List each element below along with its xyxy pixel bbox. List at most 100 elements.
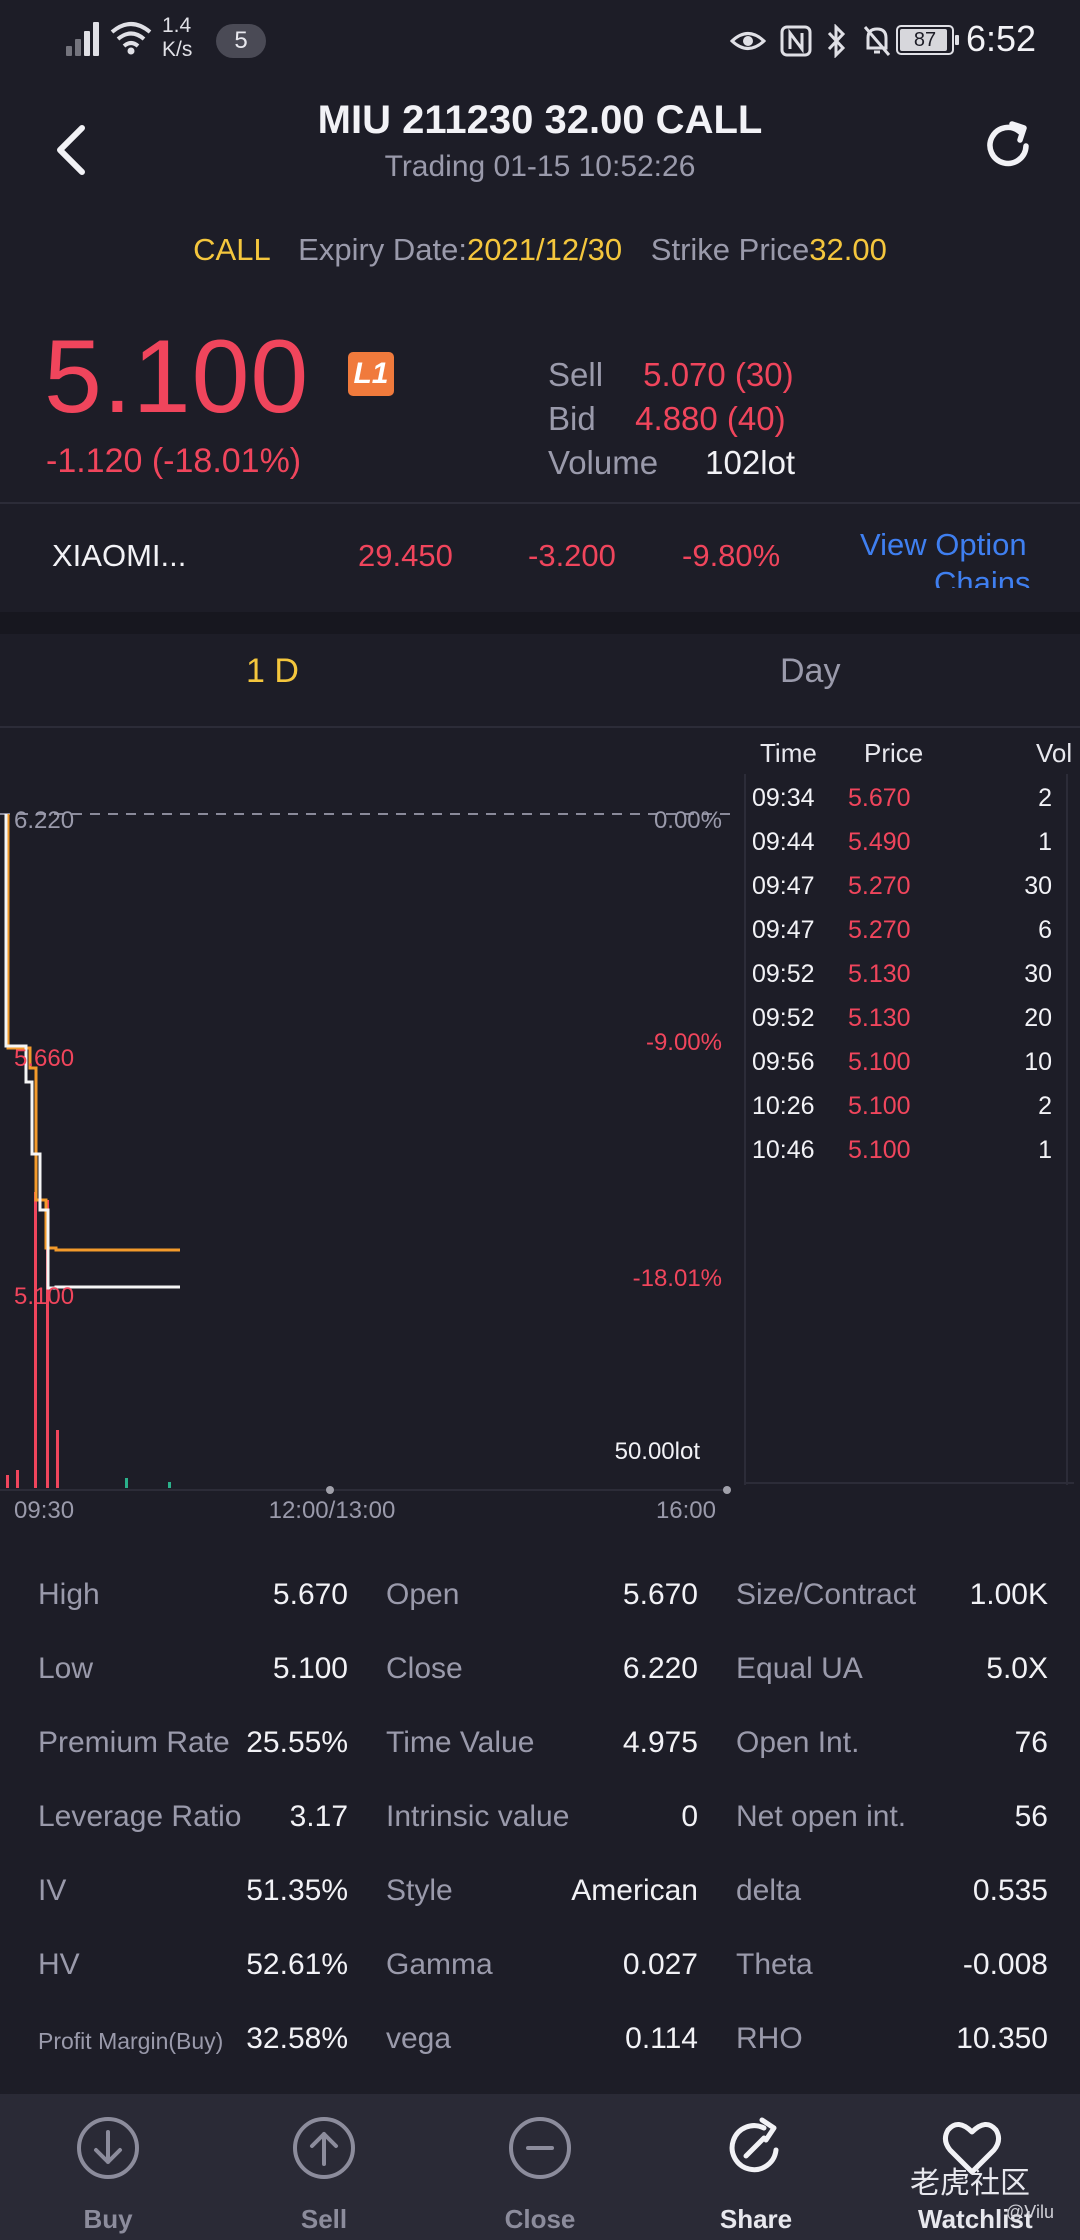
underlying-change: -3.200 — [528, 538, 616, 573]
system-icons — [730, 22, 892, 60]
stat-value: 5.0X — [986, 1652, 1048, 1685]
price-level-label: 5.100 — [14, 1283, 74, 1310]
stat-value: 5.670 — [272, 1578, 348, 1611]
stat-value: 3.17 — [289, 1800, 348, 1833]
tick-volume: 20 — [1024, 1004, 1052, 1032]
intraday-chart[interactable]: 6.220 5.660 5.100 0.00% -9.00% -18.01% 5… — [0, 730, 740, 1520]
share-icon — [729, 2117, 779, 2173]
stat-value: 1.00K — [969, 1578, 1048, 1611]
tick-price: 5.490 — [848, 828, 911, 856]
stat-item: Open 5.670 — [386, 1578, 698, 1618]
trade-tick-row: 10:46 5.100 1 — [744, 1136, 1074, 1180]
heart-icon — [942, 2122, 1002, 2175]
section-separator — [0, 612, 1080, 634]
tick-price: 5.130 — [848, 960, 911, 988]
status-bar: 1.4 K/s 5 87 6:52 — [0, 0, 1080, 80]
stat-label: High — [38, 1578, 100, 1611]
stat-label: Time Value — [386, 1726, 535, 1759]
volume-quote: Volume 102lot — [548, 444, 795, 482]
volume-bar — [16, 1470, 19, 1488]
ticks-header-price: Price — [864, 738, 924, 768]
price-change: -1.120 (-18.01%) — [46, 442, 302, 480]
last-price: 5.100 — [44, 319, 310, 435]
stat-value: 0 — [681, 1800, 698, 1833]
buy-button[interactable]: Buy — [28, 2094, 188, 2240]
stat-value: 6.220 — [622, 1652, 698, 1685]
divider — [0, 502, 1080, 504]
price-line — [4, 814, 180, 1290]
stat-item: IV 51.35% — [38, 1874, 348, 1914]
underlying-name: XIAOMI... — [52, 538, 187, 573]
bottom-nav: Buy Sell Close Share Watchlist — [0, 2094, 1080, 2240]
tick-volume: 1 — [1038, 828, 1052, 856]
stat-label: Gamma — [386, 1948, 493, 1981]
volume-scale-label: 50.00lot — [615, 1438, 701, 1465]
stat-item: Premium Rate 25.55% — [38, 1726, 348, 1766]
underlying-row[interactable]: XIAOMI... 29.450 -3.200 -9.80% View Opti… — [0, 504, 1080, 614]
underlying-price: 29.450 — [358, 538, 453, 573]
tick-price: 5.130 — [848, 1004, 911, 1032]
stat-label: Open Int. — [736, 1726, 860, 1759]
bluetooth-icon — [827, 24, 846, 58]
close-position-button[interactable]: Close — [460, 2094, 620, 2240]
tick-time: 09:56 — [752, 1048, 815, 1076]
stat-item: delta 0.535 — [736, 1874, 1048, 1914]
pct-level-label: -18.01% — [633, 1265, 722, 1292]
view-option-chains-link[interactable]: View Option Chains — [860, 527, 1031, 588]
tick-time: 09:44 — [752, 828, 815, 856]
tick-time: 09:52 — [752, 1004, 815, 1032]
watchlist-button[interactable]: Watchlist — [892, 2094, 1052, 2240]
sell-value: 5.070 (30) — [643, 356, 794, 393]
sell-button[interactable]: Sell — [244, 2094, 404, 2240]
price-level-label: 5.660 — [14, 1045, 74, 1072]
trade-tick-row: 09:44 5.490 1 — [744, 828, 1074, 872]
tick-time: 09:47 — [752, 916, 815, 944]
stat-label: Equal UA — [736, 1652, 863, 1685]
stat-value: 5.670 — [622, 1578, 698, 1611]
tick-price: 5.270 — [848, 872, 911, 900]
stat-label: Low — [38, 1652, 94, 1685]
sell-quote: Sell 5.070 (30) — [548, 356, 794, 394]
contract-info: CALL Expiry Date:2021/12/30 Strike Price… — [0, 232, 1080, 268]
stat-value: 10.350 — [956, 2022, 1048, 2055]
bid-value: 4.880 (40) — [635, 400, 786, 437]
tab-1d[interactable]: 1 D — [246, 652, 299, 690]
refresh-icon[interactable] — [980, 118, 1036, 174]
stat-label: Size/Contract — [736, 1578, 917, 1611]
volume-bar — [168, 1482, 171, 1488]
bid-label: Bid — [548, 400, 596, 437]
divider — [0, 726, 1080, 728]
volume-bar — [34, 1192, 37, 1488]
stat-label: Intrinsic value — [386, 1800, 570, 1833]
stat-item: Size/Contract 1.00K — [736, 1578, 1048, 1618]
tick-price: 5.270 — [848, 916, 911, 944]
volume-value: 102lot — [705, 444, 796, 481]
back-arrow-icon[interactable] — [50, 120, 94, 180]
trading-status: Trading 01-15 10:52:26 — [384, 150, 696, 183]
ticks-header-time: Time — [760, 738, 817, 768]
tab-day[interactable]: Day — [780, 652, 841, 690]
stat-item: High 5.670 — [38, 1578, 348, 1618]
tick-time: 10:46 — [752, 1136, 815, 1164]
tick-price: 5.100 — [848, 1048, 911, 1076]
stat-item: Style American — [386, 1874, 698, 1914]
stat-item: Open Int. 76 — [736, 1726, 1048, 1766]
x-axis-label: 12:00/13:00 — [269, 1497, 396, 1520]
stat-item: Theta -0.008 — [736, 1948, 1048, 1988]
volume-bar — [6, 1475, 9, 1488]
trade-tick-row: 09:47 5.270 6 — [744, 916, 1074, 960]
bid-quote: Bid 4.880 (40) — [548, 400, 786, 438]
minus-circle-icon — [509, 2117, 571, 2179]
stat-label: Leverage Ratio — [38, 1800, 242, 1833]
volume-bar — [46, 1200, 49, 1488]
trade-ticks[interactable]: Time Price Vol 09:34 5.670 2 09:44 5.490 1 09:… — [744, 730, 1074, 1485]
trade-tick-row: 09:47 5.270 30 — [744, 872, 1074, 916]
stat-label: HV — [38, 1948, 80, 1981]
ticks-header-vol: Vol — [1036, 738, 1073, 768]
stat-value: 76 — [1014, 1726, 1048, 1759]
tick-volume: 2 — [1038, 784, 1052, 812]
tick-time: 09:34 — [752, 784, 815, 812]
share-button[interactable]: Share — [676, 2094, 836, 2240]
wifi-icon — [110, 22, 152, 55]
stat-item: Intrinsic value 0 — [386, 1800, 698, 1840]
